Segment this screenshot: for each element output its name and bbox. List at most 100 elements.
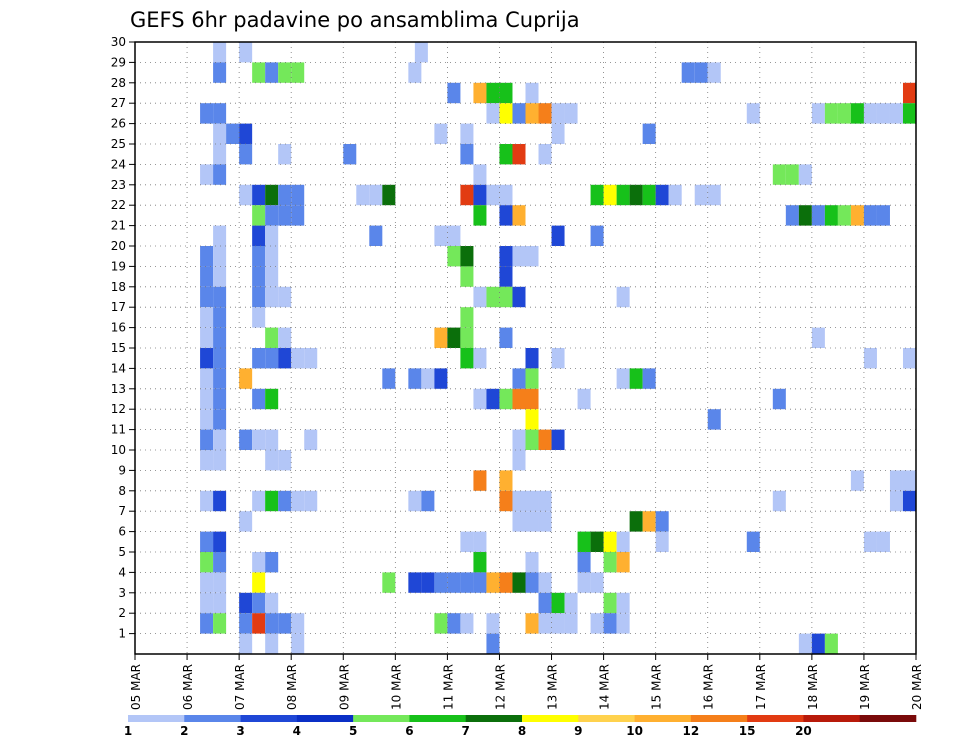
heatmap-cell	[252, 348, 266, 369]
heatmap-cell	[291, 490, 305, 512]
heatmap-cell	[213, 246, 227, 267]
y-tick-label: 25	[111, 137, 126, 151]
heatmap-cell	[239, 42, 253, 63]
x-tick-label: 06 MAR	[181, 664, 195, 710]
heatmap-cell	[213, 531, 227, 552]
heatmap-cell	[414, 42, 428, 63]
heatmap-cell	[252, 205, 266, 226]
heatmap-cell	[265, 633, 279, 654]
heatmap-cell	[200, 286, 214, 308]
heatmap-cell	[863, 531, 877, 552]
heatmap-cells	[200, 42, 916, 654]
heatmap-cell	[447, 246, 461, 267]
heatmap-cell	[850, 205, 864, 226]
y-tick-label: 3	[118, 586, 126, 600]
heatmap-cell	[265, 266, 279, 287]
heatmap-cell	[486, 572, 500, 593]
heatmap-cell	[213, 62, 227, 83]
heatmap-cell	[252, 62, 266, 83]
heatmap-cell	[863, 205, 877, 226]
heatmap-cell	[213, 429, 227, 450]
heatmap-cell	[512, 205, 526, 226]
heatmap-cell	[499, 327, 513, 348]
heatmap-cell	[551, 225, 565, 246]
heatmap-cell	[811, 103, 825, 124]
colorbar-segment	[128, 715, 185, 722]
heatmap-cell	[213, 266, 227, 287]
colorbar-legend: 1 2 3 4 5 6 7 8 9 10 12 15 20	[124, 715, 917, 738]
heatmap-cell	[200, 246, 214, 267]
heatmap-cell	[603, 613, 617, 634]
heatmap-cell	[213, 348, 227, 369]
heatmap-cell	[460, 123, 474, 144]
heatmap-cell	[642, 123, 656, 144]
heatmap-cell	[551, 429, 565, 450]
heatmap-cell	[499, 144, 513, 165]
colorbar-segment	[409, 715, 467, 722]
heatmap-cell	[447, 613, 461, 634]
heatmap-cell	[538, 103, 552, 124]
heatmap-cell	[525, 388, 539, 410]
heatmap-cell	[525, 348, 539, 369]
heatmap-cell	[655, 184, 669, 206]
heatmap-cell	[499, 266, 513, 287]
heatmap-cell	[291, 205, 305, 226]
heatmap-cell	[499, 470, 513, 491]
y-tick-label: 29	[111, 55, 126, 69]
heatmap-cell	[902, 470, 916, 491]
y-tick-label: 30	[111, 35, 126, 49]
colorbar-label: 5	[349, 724, 357, 738]
heatmap-cell	[252, 286, 266, 308]
y-tick-label: 28	[111, 76, 126, 90]
heatmap-cell	[473, 572, 487, 593]
heatmap-cell	[837, 103, 851, 124]
heatmap-cell	[681, 62, 695, 83]
heatmap-cell	[213, 307, 227, 328]
y-tick-label: 16	[111, 321, 126, 335]
heatmap-cell	[499, 103, 513, 124]
heatmap-cell	[525, 409, 539, 430]
heatmap-cell	[200, 429, 214, 450]
heatmap-cell	[473, 348, 487, 369]
heatmap-cell	[798, 633, 812, 654]
heatmap-cell	[447, 225, 461, 246]
heatmap-cell	[460, 531, 474, 552]
colorbar-label: 7	[462, 724, 470, 738]
heatmap-cell	[642, 511, 656, 532]
colorbar-segment	[522, 715, 579, 722]
heatmap-cell	[473, 388, 487, 410]
heatmap-cell	[850, 103, 864, 124]
heatmap-cell	[551, 348, 565, 369]
y-tick-label: 4	[118, 565, 126, 579]
heatmap-cell	[785, 164, 799, 185]
heatmap-cell	[642, 184, 656, 206]
heatmap-cell	[434, 327, 448, 348]
heatmap-cell	[213, 552, 227, 573]
heatmap-cell	[798, 164, 812, 185]
heatmap-cell	[291, 184, 305, 206]
heatmap-cell	[200, 388, 214, 410]
colorbar-label: 3	[236, 724, 244, 738]
y-axis: 1234567891011121314151617181920212223242…	[111, 35, 135, 641]
colorbar-label: 2	[180, 724, 188, 738]
heatmap-cell	[200, 450, 214, 471]
heatmap-cell	[785, 205, 799, 226]
heatmap-cell	[265, 613, 279, 634]
heatmap-cell	[603, 184, 617, 206]
heatmap-cell	[278, 144, 292, 165]
heatmap-cell	[486, 633, 500, 654]
y-tick-label: 5	[118, 545, 126, 559]
heatmap-cell	[902, 490, 916, 512]
heatmap-cell	[291, 348, 305, 369]
heatmap-cell	[512, 144, 526, 165]
heatmap-cell	[512, 429, 526, 450]
heatmap-cell	[200, 490, 214, 512]
heatmap-cell	[499, 572, 513, 593]
heatmap-cell	[382, 572, 396, 593]
colorbar-label: 4	[293, 724, 301, 738]
heatmap-cell	[252, 613, 266, 634]
colorbar-segment	[240, 715, 298, 722]
heatmap-cell	[538, 572, 552, 593]
heatmap-cell	[616, 368, 630, 389]
